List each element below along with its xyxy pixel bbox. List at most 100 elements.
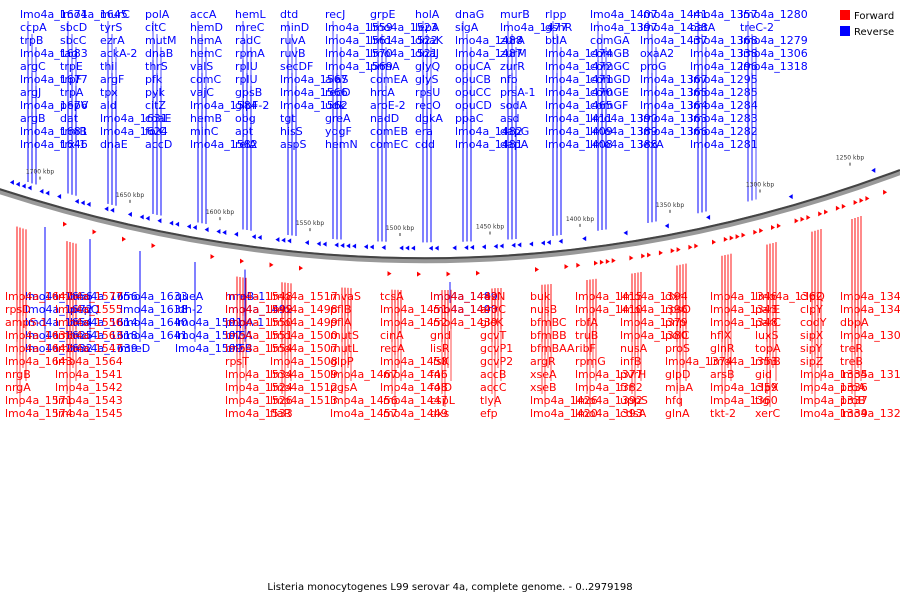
reverse-gene-arrow [27, 185, 32, 191]
reverse-feature-label-opucb: opuCB [455, 73, 491, 86]
forward-feature-label-trub: truB [575, 329, 598, 342]
forward-feature-label-frr: frr [620, 381, 633, 394]
reverse-feature-label-hema: hemA [190, 34, 222, 47]
forward-feature-label-lmo4a-1524: lmo4a_1524 [225, 381, 293, 394]
forward-feature-label-polc: polC [665, 329, 690, 342]
reverse-feature-label-secdf: secDF [280, 60, 313, 73]
reverse-feature-label-lmo4a-1570: lmo4a_1570 [325, 47, 393, 60]
reverse-feature-label-murb: murB [500, 8, 530, 21]
forward-feature-label-pnp: pnp [665, 316, 686, 329]
reverse-feature-label-lmo4a-1672: lmo4a_1672 [25, 303, 93, 316]
forward-gene-arrow [853, 199, 858, 205]
forward-feature-label-rpsd: rpsD [5, 303, 31, 316]
reverse-feature-label-lmo4a-1465: lmo4a_1465 [545, 99, 613, 112]
forward-feature-label-muts: mutS [330, 329, 359, 342]
reverse-feature-label-lmo4a-1492: lmo4a_1492 [225, 303, 293, 316]
reverse-gene-arrow [186, 223, 191, 229]
reverse-feature-label-zurm: zurM [500, 47, 527, 60]
forward-feature-label-gnd: gnd [430, 329, 451, 342]
reverse-feature-label-apt: apt [235, 125, 254, 138]
forward-feature-label-tcsa: tcsA [380, 290, 404, 303]
scale-tick-label: 1600 kbp [206, 209, 234, 216]
forward-gene-arrow [594, 260, 598, 266]
reverse-feature-label-comga: comGA [590, 34, 630, 47]
reverse-feature-label-rpma: rpmA [235, 47, 265, 60]
reverse-gene-arrow [529, 241, 534, 247]
forward-feature-label-lmo4a-1507: lmo4a_1507 [270, 342, 338, 355]
reverse-feature-label-comgf: comGF [590, 99, 628, 112]
reverse-feature-label-lmo4a-1567: lmo4a_1567 [280, 73, 348, 86]
forward-gene-arrow [151, 243, 156, 249]
reverse-feature-label-mreb-1: mreB-1 [225, 290, 265, 303]
reverse-feature-label-oxaa2: oxaA2 [640, 47, 674, 60]
forward-gene-arrow [794, 218, 799, 224]
forward-feature-label-lmo4a-1541: lmo4a_1541 [55, 368, 123, 381]
reverse-gene-arrow [139, 214, 144, 220]
reverse-feature-label-lmo4a-1562: lmo4a_1562 [280, 99, 348, 112]
reverse-feature-label-lmo4a-1645: lmo4a_1645 [60, 8, 128, 21]
forward-gene-arrow [859, 197, 864, 203]
scale-tick-label: 1700 kbp [26, 169, 54, 176]
reverse-gene-arrow [21, 183, 26, 189]
forward-feature-label-lmo4a-1312: lmo4a_1312 [840, 368, 900, 381]
reverse-feature-label-lmo4a-1522: lmo4a_1522 [370, 34, 438, 47]
reverse-gene-arrow [352, 243, 357, 249]
reverse-feature-label-heml: hemL [235, 8, 266, 21]
reverse-feature-label-lmo4a-1438: lmo4a_1438 [640, 21, 708, 34]
reverse-feature-label-bilea: bilEA [225, 329, 253, 342]
reverse-gene-arrow [664, 223, 669, 229]
forward-feature-label-lmo4a-1545: lmo4a_1545 [55, 407, 123, 420]
reverse-feature-label-lmo4a-1640: lmo4a_1640 [120, 316, 188, 329]
reverse-feature-label-citz: citZ [145, 99, 166, 112]
reverse-feature-label-accd: accD [145, 138, 172, 151]
reverse-gene-arrow [363, 244, 368, 250]
reverse-feature-label-lmo4a-1591: lmo4a_1591 [175, 316, 243, 329]
reverse-feature-label-yqgf: yqgF [325, 125, 352, 138]
reverse-feature-label-lmo4a-1282: lmo4a_1282 [690, 125, 758, 138]
forward-feature-label-xsea: xseA [530, 368, 557, 381]
reverse-feature-label-asps: aspS [280, 138, 306, 151]
reverse-gene-arrow [80, 200, 85, 206]
forward-feature-label-lmo4a-1396: lmo4a_1396 [620, 303, 688, 316]
reverse-feature-label-mred: mreD [120, 342, 150, 355]
forward-feature-label-lmo4a-1377: lmo4a_1377 [575, 368, 643, 381]
reverse-feature-label-lmo4a-1471: lmo4a_1471 [545, 73, 613, 86]
reverse-gene-arrow [399, 245, 404, 251]
forward-feature-label-argr: argR [530, 355, 556, 368]
reverse-feature-label-recd: recD [325, 86, 351, 99]
forward-feature-label-bfmbaa: bfmBAA [530, 342, 575, 355]
reverse-feature-label-acca: accA [190, 8, 217, 21]
forward-feature-label-ahrc: ahrC [480, 303, 506, 316]
reverse-feature-label-lmo4a-1638: lmo4a_1638 [120, 303, 188, 316]
forward-gene-arrow [629, 255, 634, 261]
forward-feature-label-lmo4a-1498: lmo4a_1498 [270, 303, 338, 316]
reverse-gene-arrow [788, 194, 793, 200]
reverse-feature-label-nadd: nadD [370, 112, 399, 125]
reverse-feature-label-argj: argJ [20, 86, 41, 99]
forward-feature-label-lmo4a-1452: lmo4a_1452 [380, 316, 448, 329]
reverse-feature-label-lmo4a-1683: lmo4a_1683 [20, 47, 88, 60]
feature-label-lines [16, 21, 862, 407]
reverse-feature-label-lmo4a-1284: lmo4a_1284 [690, 99, 758, 112]
reverse-feature-label-btla: btlA [545, 34, 567, 47]
forward-gene-arrow [240, 258, 244, 264]
reverse-feature-label-rlpp: rlpp [545, 8, 567, 21]
forward-gene-arrow [806, 214, 811, 220]
genome-backbone-inner [0, 169, 900, 260]
forward-feature-label-glck: glcK [480, 316, 504, 329]
reverse-feature-label-prsa-1: prsA-1 [500, 86, 536, 99]
reverse-feature-label-zura: zurA [500, 34, 525, 47]
reverse-feature-label-lmo4a-1666: lmo4a_1666 [25, 290, 93, 303]
forward-feature-label-topa: topA [755, 342, 781, 355]
forward-feature-label-sipz: sipZ [800, 355, 824, 368]
reverse-feature-label-lmo4a-1614: lmo4a_1614 [70, 316, 138, 329]
forward-feature-label-nusb: nusB [530, 303, 557, 316]
forward-feature-label-nrga: nrgA [5, 381, 31, 394]
reverse-feature-label-lmo4a-1368: lmo4a_1368 [690, 34, 758, 47]
reverse-feature-label-mutm: mutM [145, 34, 177, 47]
forward-gene-arrow [670, 248, 675, 254]
forward-feature-label-lmo4a-1574: lmo4a_1574 [5, 407, 73, 420]
forward-gene-arrow [753, 229, 758, 235]
reverse-gene-arrow [316, 241, 321, 247]
forward-feature-label-rpso: rpsO [665, 303, 691, 316]
